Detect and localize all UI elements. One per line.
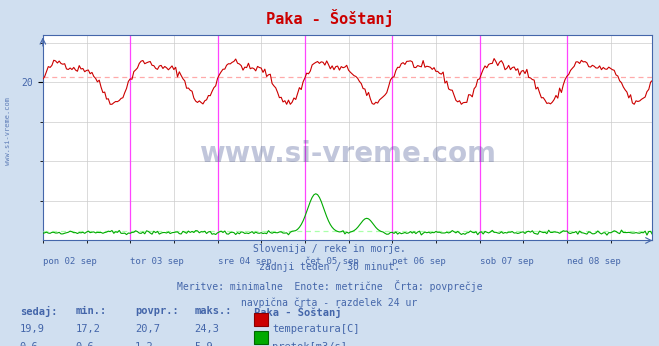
Text: pet 06 sep: pet 06 sep: [392, 257, 446, 266]
Text: temperatura[C]: temperatura[C]: [272, 324, 360, 334]
Text: sob 07 sep: sob 07 sep: [480, 257, 533, 266]
Text: 20,7: 20,7: [135, 324, 160, 334]
Text: maks.:: maks.:: [194, 306, 232, 316]
Text: 0,6: 0,6: [20, 342, 38, 346]
Text: 5,9: 5,9: [194, 342, 213, 346]
Text: www.si-vreme.com: www.si-vreme.com: [5, 98, 11, 165]
Text: 0,6: 0,6: [76, 342, 94, 346]
Text: Slovenija / reke in morje.: Slovenija / reke in morje.: [253, 244, 406, 254]
Text: povpr.:: povpr.:: [135, 306, 179, 316]
Text: 1,2: 1,2: [135, 342, 154, 346]
Text: min.:: min.:: [76, 306, 107, 316]
Text: Paka - Šoštanj: Paka - Šoštanj: [254, 306, 341, 318]
Text: navpična črta - razdelek 24 ur: navpična črta - razdelek 24 ur: [241, 298, 418, 308]
Text: pretok[m3/s]: pretok[m3/s]: [272, 342, 347, 346]
Text: ned 08 sep: ned 08 sep: [567, 257, 621, 266]
Text: pon 02 sep: pon 02 sep: [43, 257, 97, 266]
Text: zadnji teden / 30 minut.: zadnji teden / 30 minut.: [259, 262, 400, 272]
Text: 19,9: 19,9: [20, 324, 45, 334]
Text: sre 04 sep: sre 04 sep: [217, 257, 272, 266]
Text: 17,2: 17,2: [76, 324, 101, 334]
Text: 24,3: 24,3: [194, 324, 219, 334]
Text: čet 05 sep: čet 05 sep: [305, 257, 358, 266]
Text: sedaj:: sedaj:: [20, 306, 57, 317]
Text: tor 03 sep: tor 03 sep: [130, 257, 184, 266]
Text: Meritve: minimalne  Enote: metrične  Črta: povprečje: Meritve: minimalne Enote: metrične Črta:…: [177, 280, 482, 292]
Text: www.si-vreme.com: www.si-vreme.com: [199, 140, 496, 168]
Text: Paka - Šoštanj: Paka - Šoštanj: [266, 9, 393, 27]
